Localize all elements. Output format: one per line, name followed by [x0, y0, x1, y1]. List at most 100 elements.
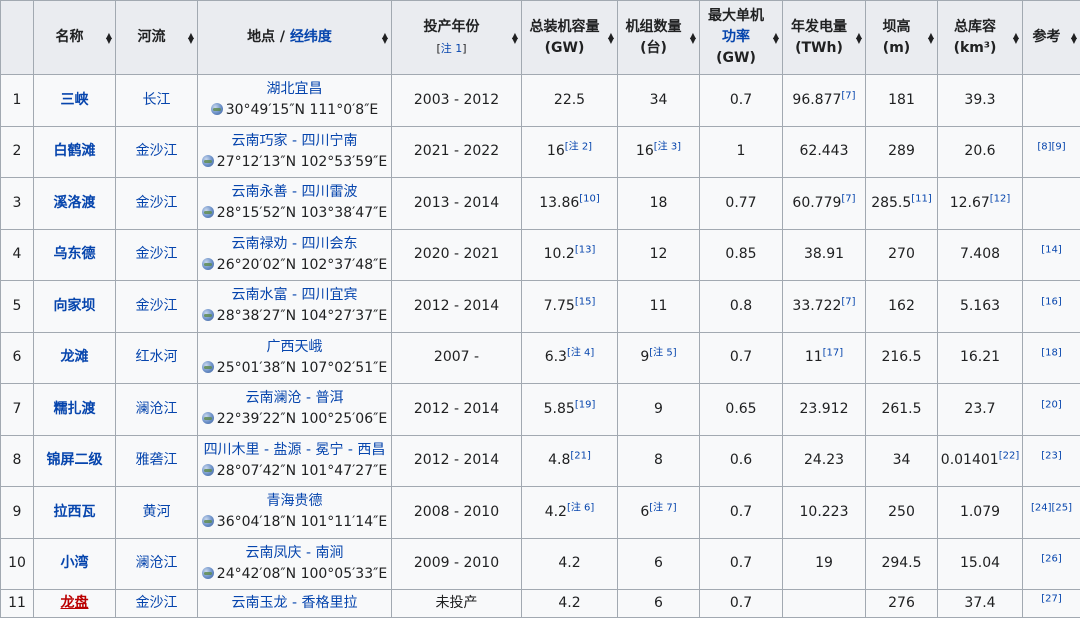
citation-link[interactable]: [21]: [570, 451, 591, 462]
citation-link[interactable]: [7]: [841, 90, 855, 101]
river-link[interactable]: 雅砻江: [136, 452, 178, 468]
dam-name-link[interactable]: 三峡: [61, 92, 89, 108]
globe-icon[interactable]: [202, 258, 214, 270]
place-link[interactable]: 云南澜沧 - 普洱: [246, 390, 344, 406]
coordinates-text[interactable]: 36°04′18″N 101°11′14″E: [217, 514, 387, 530]
citation-link[interactable]: [15]: [575, 296, 596, 307]
citation-link[interactable]: [注 2]: [565, 142, 592, 153]
globe-icon[interactable]: [202, 361, 214, 373]
place-link[interactable]: 四川木里 - 盐源 - 冕宁 - 西昌: [204, 442, 386, 458]
place-link[interactable]: 湖北宜昌: [267, 81, 323, 97]
col-header-capacity[interactable]: 总装机容量(GW)▲▼: [522, 1, 618, 75]
col-header-max-unit[interactable]: 最大单机功率(GW)▲▼: [700, 1, 783, 75]
citation-link[interactable]: [8][9]: [1037, 142, 1065, 153]
coordinates-text[interactable]: 28°15′52″N 103°38′47″E: [217, 205, 387, 221]
col-header-units[interactable]: 机组数量(台)▲▼: [618, 1, 700, 75]
col-header-year[interactable]: 投产年份[注 1]▲▼: [392, 1, 522, 75]
citation-link[interactable]: [19]: [575, 399, 596, 410]
dam-name-link[interactable]: 向家坝: [54, 298, 96, 314]
citation-link[interactable]: [26]: [1041, 554, 1062, 565]
citation-link[interactable]: [注 4]: [567, 348, 594, 359]
citation-link[interactable]: [10]: [579, 193, 600, 204]
river-link[interactable]: 金沙江: [136, 246, 178, 262]
sort-arrows-icon[interactable]: ▲▼: [1013, 33, 1019, 43]
coordinates-text[interactable]: 30°49′15″N 111°0′8″E: [226, 102, 379, 118]
river-link[interactable]: 金沙江: [136, 195, 178, 211]
col-header-river[interactable]: 河流▲▼: [116, 1, 198, 75]
globe-icon[interactable]: [211, 103, 223, 115]
citation-link[interactable]: [16]: [1041, 296, 1062, 307]
sort-arrows-icon[interactable]: ▲▼: [608, 33, 614, 43]
col-header-name[interactable]: 名称▲▼: [34, 1, 116, 75]
coordinates-text[interactable]: 25°01′38″N 107°02′51″E: [217, 360, 387, 376]
place-link[interactable]: 青海贵德: [267, 493, 323, 509]
citation-link[interactable]: [27]: [1041, 593, 1062, 604]
citation-link[interactable]: [23]: [1041, 451, 1062, 462]
col-header-generation[interactable]: 年发电量(TWh)▲▼: [783, 1, 866, 75]
citation-link[interactable]: [20]: [1041, 399, 1062, 410]
citation-link[interactable]: [13]: [575, 245, 596, 256]
globe-icon[interactable]: [202, 309, 214, 321]
dam-name-link[interactable]: 拉西瓦: [54, 504, 96, 520]
coordinates-link[interactable]: 经纬度: [290, 29, 332, 45]
sort-arrows-icon[interactable]: ▲▼: [773, 33, 779, 43]
river-link[interactable]: 澜沧江: [136, 555, 178, 571]
power-link[interactable]: 功率: [722, 29, 750, 45]
citation-link[interactable]: [注 3]: [654, 142, 681, 153]
col-header-ref[interactable]: 参考▲▼: [1023, 1, 1080, 75]
citation-link[interactable]: [注 5]: [649, 348, 676, 359]
citation-link[interactable]: [12]: [990, 193, 1011, 204]
citation-link[interactable]: [注 6]: [567, 502, 594, 513]
sort-arrows-icon[interactable]: ▲▼: [1071, 33, 1077, 43]
globe-icon[interactable]: [202, 567, 214, 579]
globe-icon[interactable]: [202, 155, 214, 167]
place-link[interactable]: 云南永善 - 四川雷波: [232, 184, 358, 200]
citation-link[interactable]: [17]: [823, 348, 844, 359]
dam-name-link[interactable]: 溪洛渡: [54, 195, 96, 211]
sort-arrows-icon[interactable]: ▲▼: [928, 33, 934, 43]
col-header-location[interactable]: 地点 / 经纬度▲▼: [198, 1, 392, 75]
globe-icon[interactable]: [202, 206, 214, 218]
place-link[interactable]: 云南玉龙 - 香格里拉: [232, 595, 358, 611]
place-link[interactable]: 云南巧家 - 四川宁南: [232, 133, 358, 149]
coordinates-text[interactable]: 28°07′42″N 101°47′27″E: [217, 463, 387, 479]
place-link[interactable]: 云南水富 - 四川宜宾: [232, 287, 358, 303]
river-link[interactable]: 金沙江: [136, 298, 178, 314]
dam-name-link[interactable]: 龙盘: [61, 595, 89, 611]
dam-name-link[interactable]: 乌东德: [54, 246, 96, 262]
citation-link[interactable]: [14]: [1041, 245, 1062, 256]
coordinates-text[interactable]: 22°39′22″N 100°25′06″E: [217, 411, 387, 427]
coordinates-text[interactable]: 27°12′13″N 102°53′59″E: [217, 154, 387, 170]
citation-link[interactable]: [18]: [1041, 348, 1062, 359]
place-link[interactable]: 云南凤庆 - 南涧: [246, 545, 344, 561]
sort-arrows-icon[interactable]: ▲▼: [690, 33, 696, 43]
river-link[interactable]: 金沙江: [136, 595, 178, 611]
citation-link[interactable]: [11]: [911, 193, 932, 204]
dam-name-link[interactable]: 糯扎渡: [54, 401, 96, 417]
coordinates-text[interactable]: 28°38′27″N 104°27′37″E: [217, 308, 387, 324]
note-link[interactable]: 注 1: [441, 42, 463, 55]
river-link[interactable]: 金沙江: [136, 143, 178, 159]
sort-arrows-icon[interactable]: ▲▼: [856, 33, 862, 43]
citation-link[interactable]: [7]: [841, 193, 855, 204]
col-header-height[interactable]: 坝高(m)▲▼: [866, 1, 938, 75]
river-link[interactable]: 长江: [143, 92, 171, 108]
dam-name-link[interactable]: 白鹤滩: [54, 143, 96, 159]
river-link[interactable]: 澜沧江: [136, 401, 178, 417]
river-link[interactable]: 黄河: [143, 504, 171, 520]
dam-name-link[interactable]: 龙滩: [61, 349, 89, 365]
citation-link[interactable]: [注 7]: [649, 502, 676, 513]
place-link[interactable]: 云南禄劝 - 四川会东: [232, 236, 358, 252]
globe-icon[interactable]: [202, 464, 214, 476]
citation-link[interactable]: [24][25]: [1031, 502, 1072, 513]
dam-name-link[interactable]: 锦屏二级: [47, 452, 103, 468]
col-header-storage[interactable]: 总库容(km³)▲▼: [938, 1, 1023, 75]
river-link[interactable]: 红水河: [136, 349, 178, 365]
citation-link[interactable]: [22]: [999, 451, 1020, 462]
sort-arrows-icon[interactable]: ▲▼: [382, 33, 388, 43]
sort-arrows-icon[interactable]: ▲▼: [106, 33, 112, 43]
citation-link[interactable]: [7]: [841, 296, 855, 307]
sort-arrows-icon[interactable]: ▲▼: [188, 33, 194, 43]
globe-icon[interactable]: [202, 412, 214, 424]
sort-arrows-icon[interactable]: ▲▼: [512, 33, 518, 43]
